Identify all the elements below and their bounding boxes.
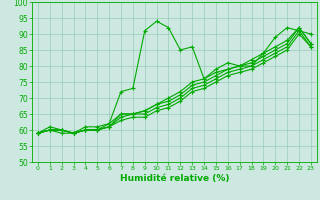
X-axis label: Humidité relative (%): Humidité relative (%)	[120, 174, 229, 183]
